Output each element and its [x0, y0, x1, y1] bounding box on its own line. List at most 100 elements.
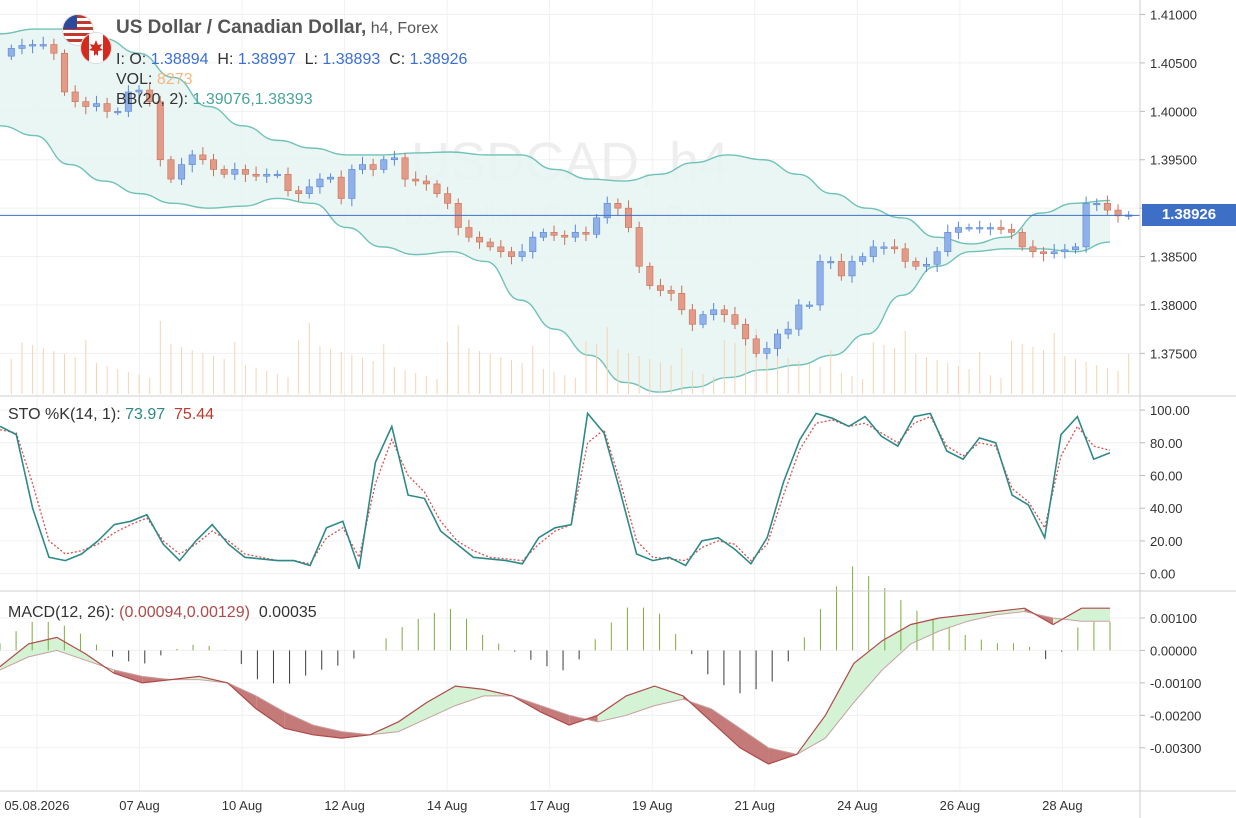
- price-y-tick-label-2: 1.40000: [1150, 104, 1197, 119]
- candle-body: [688, 309, 696, 325]
- sto-y-tick-label-3: 40.00: [1150, 501, 1183, 516]
- candle-body: [986, 227, 994, 230]
- macd-hist-value: 0.00035: [258, 604, 317, 621]
- candle-body: [1008, 229, 1016, 233]
- sto-y-tick-label-0: 100.00: [1150, 403, 1190, 418]
- x-tick-label-5: 17 Aug: [529, 798, 570, 813]
- macd-fill-bull: [398, 702, 427, 732]
- macd-fill-bear: [768, 747, 797, 765]
- candle-body: [39, 44, 47, 47]
- ohlc-high: 1.38997: [237, 51, 296, 68]
- x-tick-label-0: 05.08.2026: [4, 798, 69, 813]
- candle-body: [880, 246, 888, 249]
- market: Forex: [397, 20, 439, 37]
- price-panel[interactable]: USDCAD, h4US Dollar / Canadian Dollar: [0, 28, 1140, 394]
- candle-body: [774, 333, 782, 349]
- macd-fill-bear: [113, 669, 143, 683]
- candle-body: [486, 241, 494, 248]
- macd-fill-bull: [1081, 608, 1110, 622]
- macd-fill-bull: [939, 614, 968, 631]
- candle-body: [412, 178, 420, 182]
- bollinger-values: 1.39076,1.38393: [192, 91, 313, 108]
- candle-body: [614, 203, 622, 209]
- candle-body: [922, 264, 930, 267]
- candle-body: [848, 261, 856, 277]
- candle-body: [976, 227, 984, 230]
- macd-line: [0, 607, 1110, 765]
- candle-body: [305, 186, 313, 194]
- macd-fill-bull: [996, 608, 1025, 615]
- candle-body: [167, 159, 175, 180]
- candle-body: [529, 236, 537, 253]
- candle-body: [231, 169, 239, 175]
- bollinger-line: BB(20, 2): 1.39076,1.38393: [116, 91, 313, 108]
- candle-body: [603, 203, 611, 219]
- macd-fill-bear: [256, 695, 285, 729]
- candle-body: [422, 180, 430, 185]
- macd-fill-bull: [654, 686, 684, 706]
- macd-fill-bear: [284, 712, 314, 735]
- candle-body: [954, 227, 962, 233]
- stochastic-panel[interactable]: [0, 411, 1111, 569]
- macd-y-tick-label-1: 0.00000: [1150, 643, 1197, 658]
- candle-body: [369, 164, 377, 170]
- timeframe: h4,: [370, 20, 393, 37]
- candle-body: [805, 304, 813, 307]
- candle-body: [156, 101, 164, 161]
- candle-body: [891, 246, 899, 250]
- macd-panel[interactable]: [0, 566, 1111, 765]
- sto-d-value: 75.44: [174, 406, 215, 423]
- candle-body: [241, 169, 249, 175]
- x-tick-label-1: 07 Aug: [119, 798, 160, 813]
- candle-body: [29, 44, 37, 47]
- candle-body: [1029, 246, 1037, 253]
- x-tick-label-6: 19 Aug: [632, 798, 673, 813]
- candle-body: [625, 207, 633, 228]
- candle-body: [295, 190, 303, 194]
- candle-body: [699, 314, 707, 325]
- x-tick-label-9: 26 Aug: [940, 798, 981, 813]
- candle-body: [901, 248, 909, 262]
- candle-body: [124, 91, 132, 112]
- candle-body: [561, 234, 569, 238]
- candle-body: [348, 169, 356, 199]
- candle-body: [92, 103, 100, 107]
- candle-body: [518, 251, 526, 257]
- candle-body: [507, 251, 515, 257]
- macd-y-tick-label-2: -0.00100: [1150, 676, 1201, 691]
- candle-body: [50, 44, 58, 54]
- x-tick-label-4: 14 Aug: [427, 798, 468, 813]
- macd-fill-bull: [28, 637, 57, 657]
- candle-body: [827, 261, 835, 264]
- macd-fill-bull: [426, 686, 456, 719]
- candle-body: [742, 324, 750, 340]
- bollinger-lower-line: [0, 125, 1111, 393]
- candle-body: [720, 309, 728, 315]
- sto-title: STO %K(14, 1):: [8, 406, 121, 423]
- price-y-tick-label-5: 1.38500: [1150, 250, 1197, 265]
- macd-fill-bull: [910, 617, 940, 644]
- candle-body: [784, 328, 792, 335]
- candle-body: [1103, 203, 1111, 211]
- macd-fill-bear: [540, 705, 570, 726]
- sto-d-line: [0, 415, 1111, 565]
- candle-body: [444, 193, 452, 204]
- candle-body: [358, 164, 366, 170]
- candle-body: [1050, 251, 1058, 254]
- price-y-tick-label-7: 1.37500: [1150, 346, 1197, 361]
- candle-body: [273, 173, 281, 177]
- candle-body: [71, 91, 79, 102]
- candle-body: [252, 173, 260, 177]
- candle-body: [752, 338, 760, 354]
- candle-body: [316, 178, 324, 188]
- candle-body: [678, 293, 686, 311]
- pair-name: US Dollar / Canadian Dollar,: [116, 17, 367, 38]
- macd-legend: MACD(12, 26): (0.00094,0.00129) 0.00035: [8, 604, 317, 622]
- candle-body: [869, 246, 877, 257]
- candle-body: [582, 232, 590, 235]
- ohlc-line: I: O: 1.38894 H: 1.38997 L: 1.38893 C: 1…: [116, 51, 468, 68]
- candle-body: [1082, 203, 1090, 248]
- macd-title: MACD(12, 26):: [8, 604, 115, 621]
